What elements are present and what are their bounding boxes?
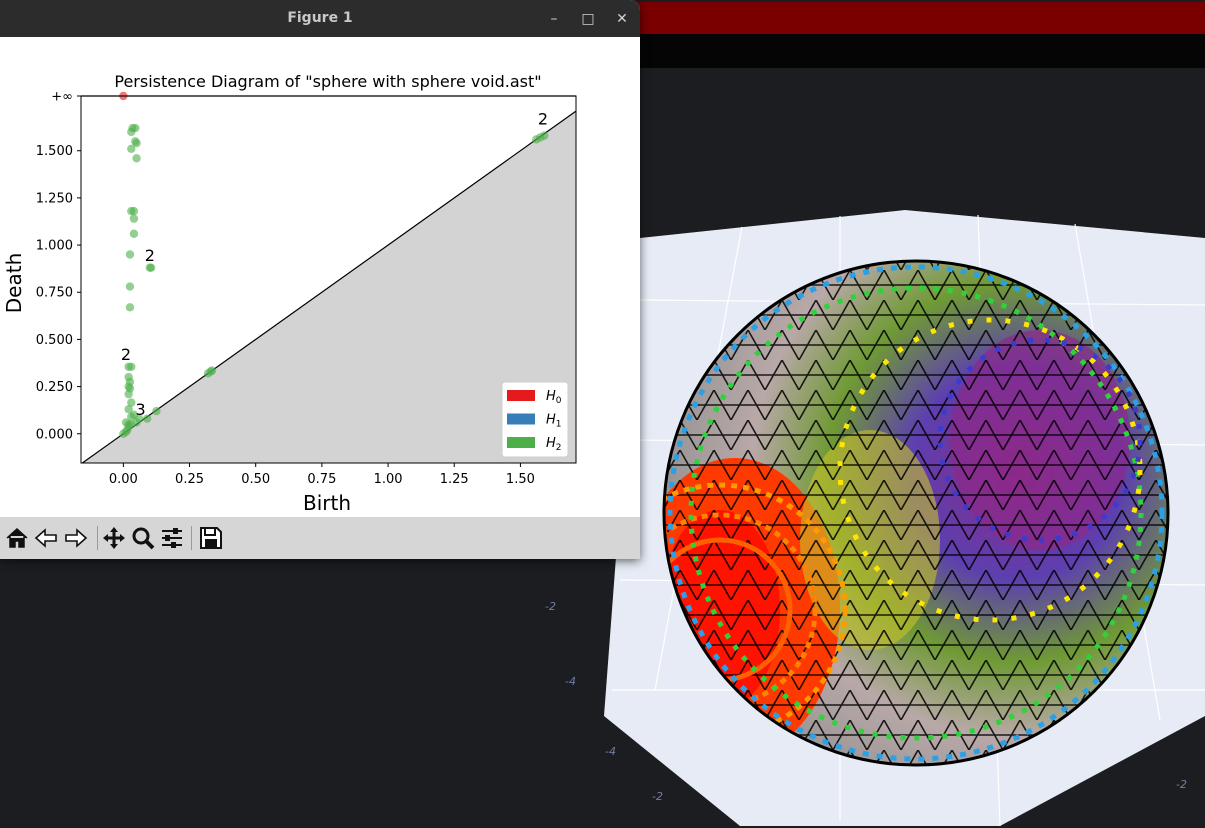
toolbar-separator bbox=[191, 526, 192, 550]
y-axis-ticks: 0.000 0.250 0.500 0.750 1.000 1.250 1.500 +∞ bbox=[36, 90, 81, 442]
save-icon[interactable] bbox=[198, 525, 224, 551]
persistence-point-h2 bbox=[540, 131, 549, 140]
y-tick-label: 0.000 bbox=[36, 427, 73, 442]
floor-axis-tick-labels: -2 -4 -4 -2 -2 bbox=[545, 600, 1187, 803]
legend-swatch bbox=[507, 437, 535, 448]
home-icon[interactable] bbox=[4, 525, 30, 551]
multiplicity-label: 3 bbox=[135, 400, 145, 419]
diagonal-shaded-region bbox=[81, 111, 576, 463]
viewer-top-bar bbox=[633, 2, 1205, 34]
y-axis-label: Death bbox=[2, 253, 26, 313]
y-tick-label: 1.250 bbox=[36, 191, 73, 206]
points-layer bbox=[119, 91, 549, 438]
plot-area: 2 2 2 3 bbox=[80, 91, 577, 464]
x-tick-label: 1.00 bbox=[374, 472, 403, 487]
y-tick-label: 1.000 bbox=[36, 239, 73, 254]
x-tick-label: 1.50 bbox=[506, 472, 535, 487]
persistence-point-h2 bbox=[129, 206, 139, 216]
x-axis-label: Birth bbox=[303, 491, 351, 515]
persistence-point-h2 bbox=[129, 214, 139, 223]
persistence-point-h2 bbox=[127, 127, 136, 137]
chart-title: Persistence Diagram of "sphere with sphe… bbox=[114, 72, 541, 91]
persistence-point-h2 bbox=[146, 263, 156, 272]
persistence-point-h2 bbox=[125, 250, 135, 259]
persistence-diagram-canvas[interactable]: Persistence Diagram of "sphere with sphe… bbox=[0, 37, 640, 517]
persistence-point-h2 bbox=[132, 154, 141, 163]
axis-tick-label: -2 bbox=[545, 600, 556, 613]
x-tick-label: 0.25 bbox=[175, 472, 204, 487]
axis-tick-label: -4 bbox=[605, 745, 616, 758]
persistence-point-h2 bbox=[127, 144, 136, 154]
y-tick-label: 0.250 bbox=[36, 380, 73, 395]
back-arrow-icon[interactable] bbox=[33, 525, 59, 551]
axes-frame bbox=[80, 95, 577, 464]
persistence-point-h2 bbox=[124, 389, 133, 399]
zoom-icon[interactable] bbox=[130, 525, 156, 551]
y-tick-label: 0.500 bbox=[36, 333, 73, 348]
y-tick-label: 1.500 bbox=[36, 144, 73, 159]
persistence-point-h2 bbox=[129, 229, 139, 238]
window-titlebar[interactable]: Figure 1 – □ ✕ bbox=[0, 0, 640, 37]
axis-tick-label: -2 bbox=[1176, 778, 1187, 791]
axis-tick-label: -4 bbox=[565, 675, 576, 688]
toolbar-separator bbox=[97, 526, 98, 550]
navigation-toolbar bbox=[0, 517, 640, 559]
persistence-point-h2 bbox=[124, 405, 133, 414]
x-tick-label: 0.50 bbox=[241, 472, 270, 487]
multiplicity-label: 2 bbox=[538, 109, 548, 128]
persistence-point-h2 bbox=[125, 303, 135, 312]
legend-swatch bbox=[507, 413, 535, 425]
close-button[interactable]: ✕ bbox=[616, 11, 628, 27]
persistence-point-h2 bbox=[207, 366, 217, 375]
figure-window[interactable]: Figure 1 – □ ✕ Persistence Diagram of "s… bbox=[0, 0, 640, 559]
viewer-header-strip bbox=[633, 34, 1205, 68]
persistence-point-h2 bbox=[142, 414, 152, 423]
diagonal-line bbox=[81, 110, 577, 464]
x-tick-label: 1.25 bbox=[440, 472, 469, 487]
persistence-point-h2 bbox=[123, 425, 132, 435]
forward-arrow-icon[interactable] bbox=[63, 525, 89, 551]
window-title: Figure 1 bbox=[287, 10, 353, 26]
minimize-button[interactable]: – bbox=[550, 11, 558, 27]
persistence-point-h2 bbox=[127, 398, 136, 407]
persistence-point-h2 bbox=[132, 138, 141, 148]
multiplicity-label: 2 bbox=[121, 345, 131, 364]
y-tick-label: +∞ bbox=[51, 90, 73, 105]
configure-subplots-icon[interactable] bbox=[159, 525, 185, 551]
persistence-point-h2 bbox=[127, 412, 136, 421]
legend-swatch bbox=[507, 390, 535, 401]
persistence-point-h2 bbox=[125, 282, 135, 291]
persistence-point-h2 bbox=[152, 406, 161, 416]
y-tick-label: 0.750 bbox=[36, 286, 73, 301]
x-tick-label: 0.75 bbox=[307, 472, 336, 487]
multiplicity-labels: 2 2 2 3 bbox=[121, 109, 548, 419]
multiplicity-label: 2 bbox=[145, 246, 155, 265]
pan-icon[interactable] bbox=[101, 525, 127, 551]
x-axis-ticks: 0.00 0.25 0.50 0.75 1.00 1.25 1.50 bbox=[109, 463, 535, 487]
x-tick-label: 0.00 bbox=[109, 472, 138, 487]
persistence-point-h2 bbox=[127, 362, 136, 371]
maximize-button[interactable]: □ bbox=[581, 11, 595, 27]
persistence-point-h2 bbox=[132, 418, 141, 427]
axis-tick-label: -2 bbox=[652, 790, 663, 803]
